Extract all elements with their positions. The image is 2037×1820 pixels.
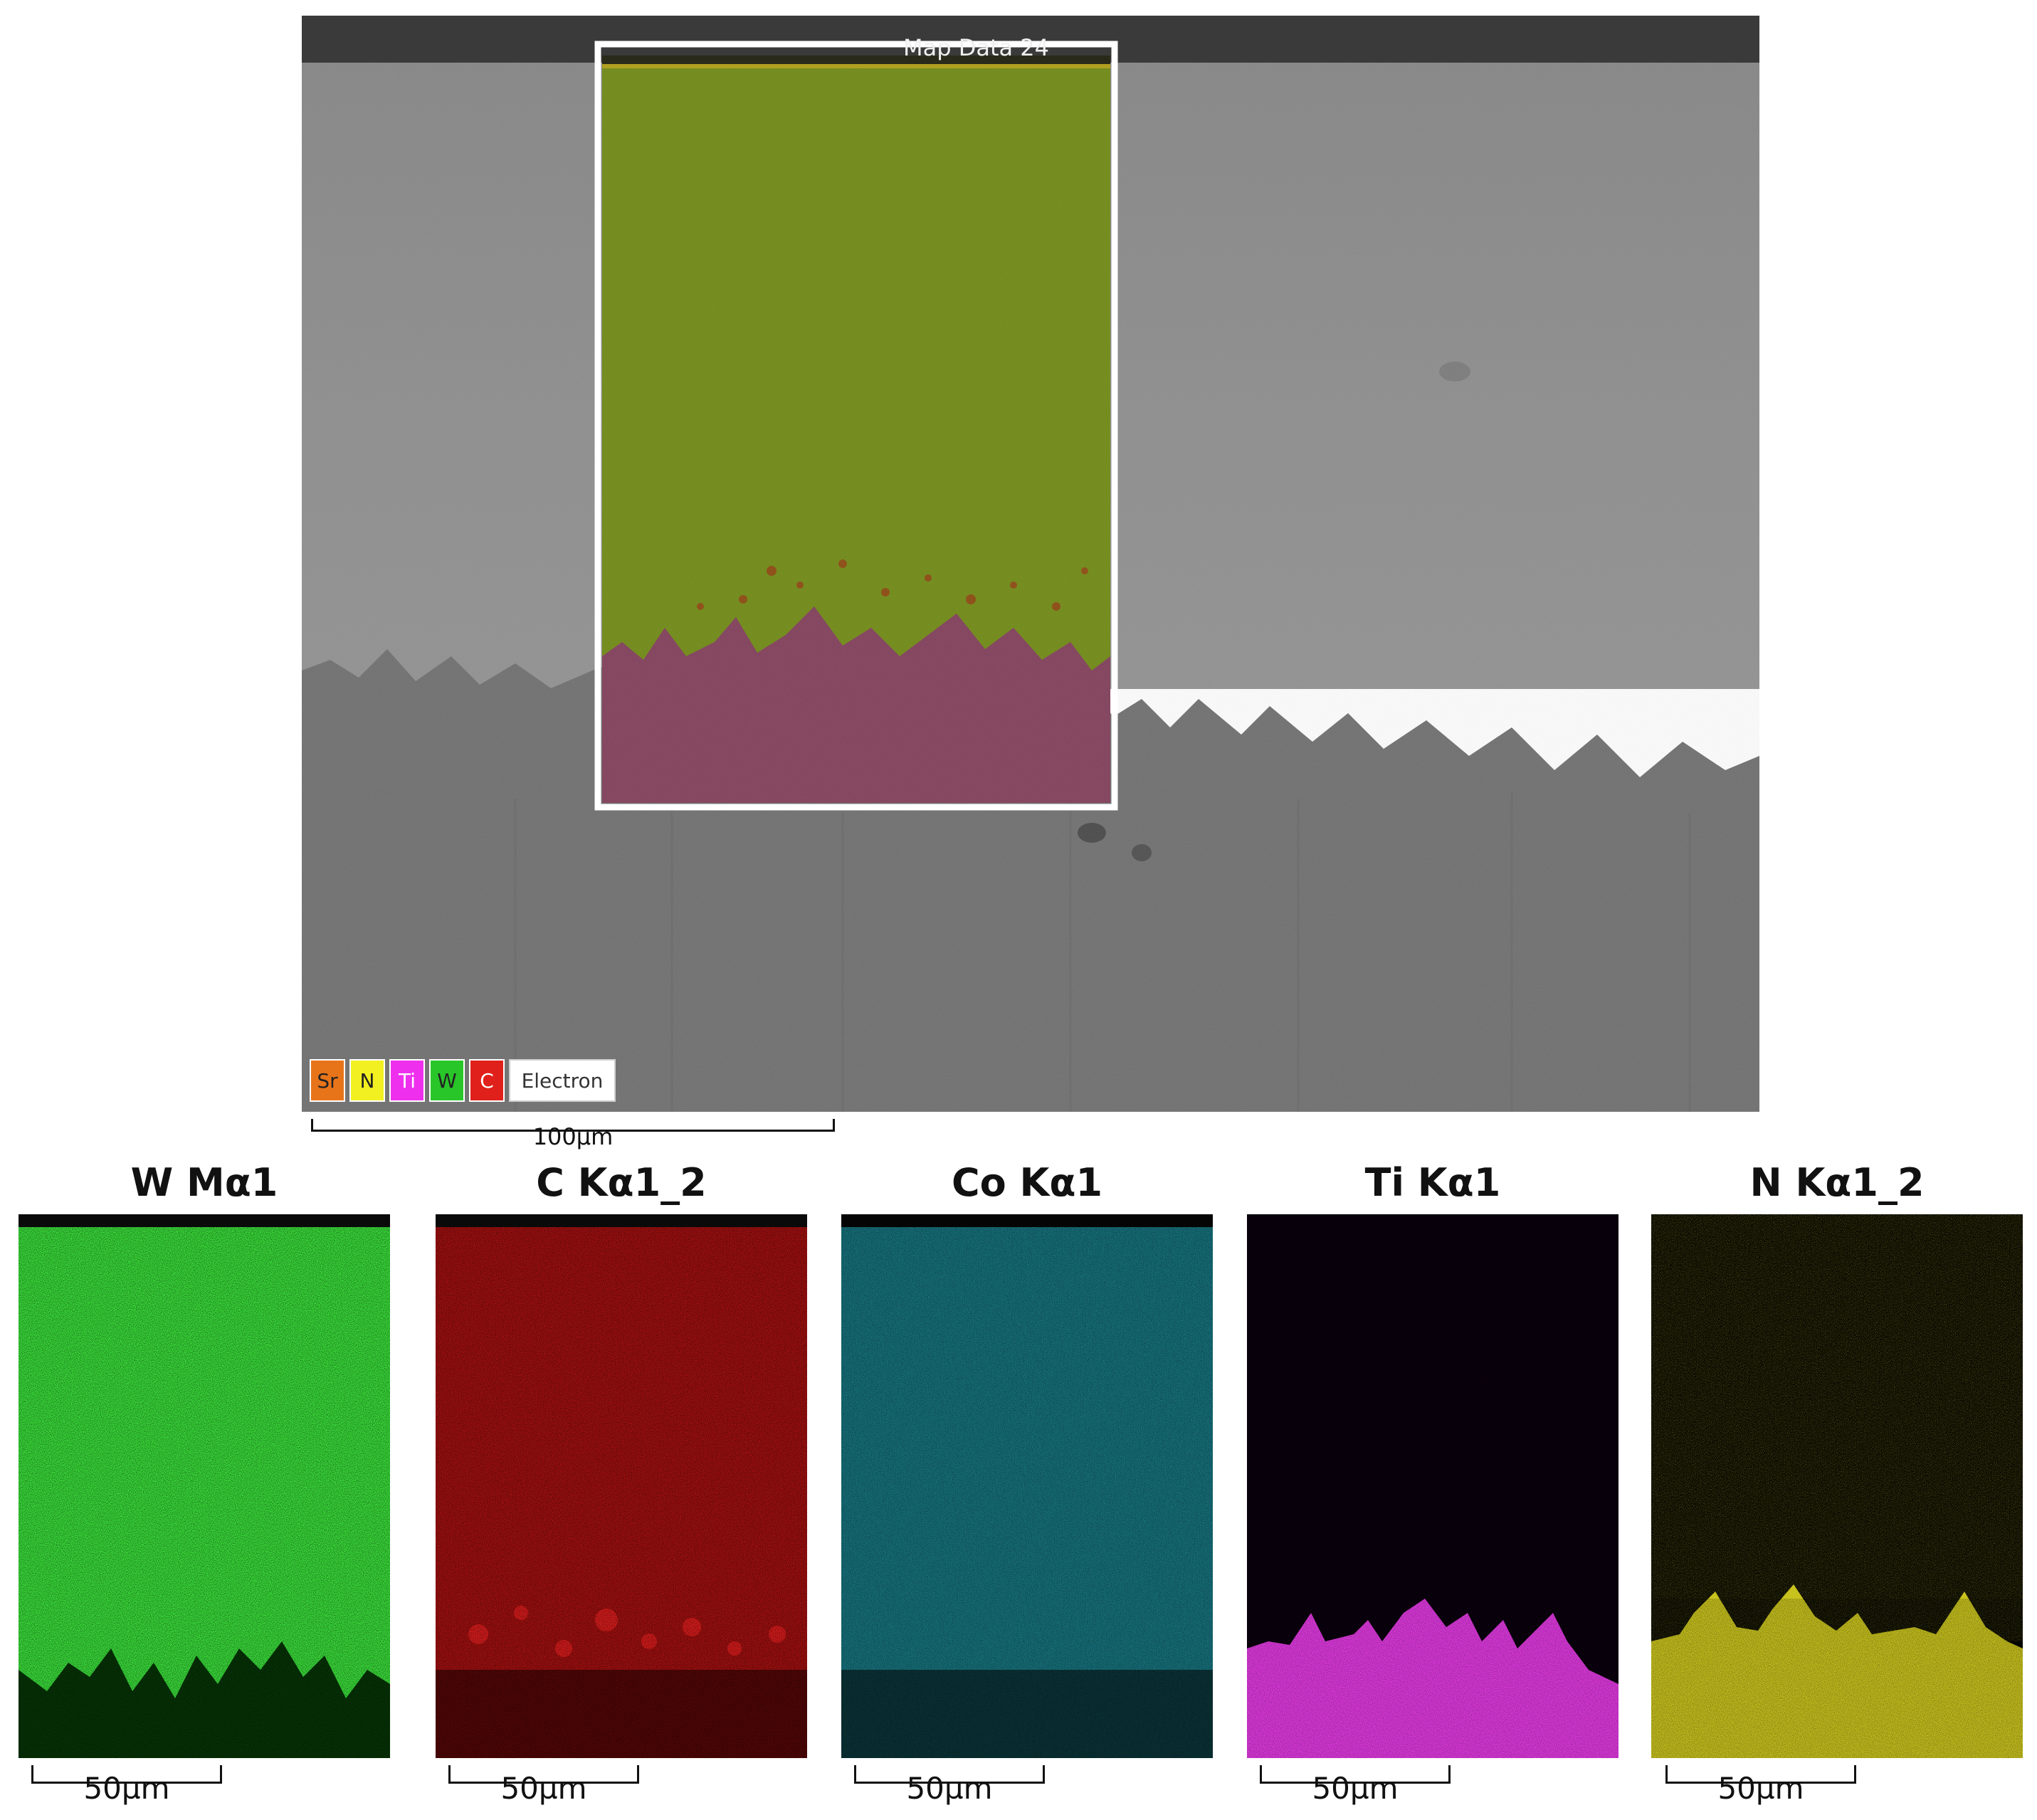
scale-bar-w	[31, 1765, 222, 1784]
legend-label-n: N	[359, 1068, 375, 1093]
sem-micrograph: Map Data 24	[302, 16, 1759, 1112]
sem-micrograph-graphic	[302, 16, 1759, 1112]
legend-chip-n: N	[349, 1059, 385, 1102]
legend-label-ti: Ti	[398, 1068, 416, 1093]
element-map-c	[436, 1214, 807, 1758]
scale-bar-c	[448, 1765, 639, 1784]
element-map-w-graphic	[19, 1214, 390, 1758]
scale-bar-main-label: 100µm	[532, 1123, 614, 1150]
scale-label-co: 50µm	[906, 1771, 993, 1806]
legend-label-w: W	[437, 1068, 457, 1093]
element-legend: Sr N Ti W C Electron	[310, 1059, 616, 1103]
scale-label-ti: 50µm	[1312, 1771, 1399, 1806]
legend-chip-electron: Electron	[509, 1059, 616, 1102]
scale-bar-co	[854, 1765, 1045, 1784]
element-map-co-graphic	[841, 1214, 1213, 1758]
map-title-co: Co Kα1	[951, 1160, 1103, 1205]
map-title-c: C Kα1_2	[536, 1160, 707, 1205]
scale-label-n: 50µm	[1717, 1771, 1804, 1806]
legend-chip-sr: Sr	[310, 1059, 345, 1102]
legend-label-c: C	[480, 1068, 494, 1093]
legend-chip-ti: Ti	[389, 1059, 425, 1102]
scale-bar-ti	[1260, 1765, 1451, 1784]
map-title-w: W Mα1	[130, 1160, 278, 1205]
element-map-co	[841, 1214, 1213, 1758]
element-map-w	[19, 1214, 390, 1758]
legend-chip-w: W	[429, 1059, 465, 1102]
map-title-n: N Kα1_2	[1749, 1160, 1925, 1205]
scale-label-c: 50µm	[500, 1771, 587, 1806]
legend-label-sr: Sr	[317, 1068, 338, 1093]
scale-bar-n	[1665, 1765, 1856, 1784]
scale-bar-main	[311, 1119, 835, 1132]
map-title-ti: Ti Kα1	[1364, 1160, 1501, 1205]
legend-label-electron: Electron	[521, 1068, 604, 1093]
element-map-ti	[1247, 1214, 1618, 1758]
scale-label-w: 50µm	[83, 1771, 170, 1806]
element-map-n-graphic	[1651, 1214, 2023, 1758]
legend-chip-c: C	[469, 1059, 505, 1102]
element-map-n	[1651, 1214, 2023, 1758]
element-map-ti-graphic	[1247, 1214, 1618, 1758]
element-map-c-graphic	[436, 1214, 807, 1758]
map-title: Map Data 24	[903, 34, 1049, 61]
